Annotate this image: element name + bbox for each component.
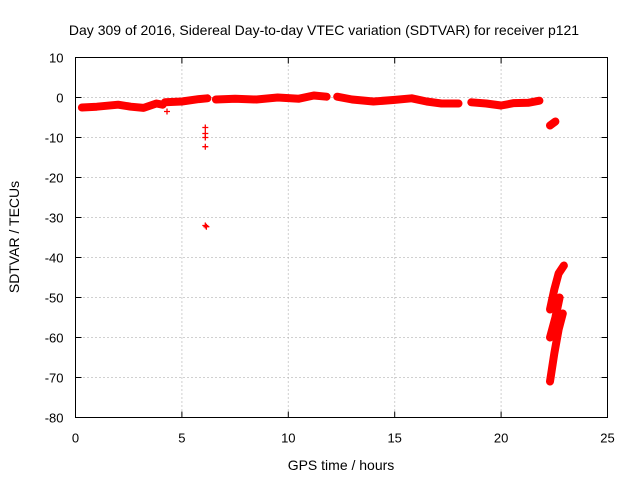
data-point-band [546,261,568,314]
x-tick-label: 20 [494,431,508,446]
data-point-marker [202,143,209,150]
x-tick-label: 15 [387,431,401,446]
data-point-band [546,117,560,130]
data-point-band [333,92,463,108]
data-point-marker [202,124,209,131]
x-tick-label: 0 [72,431,79,446]
data-point-marker [202,134,209,141]
y-tick-label: 0 [56,91,63,106]
data-point-marker [164,108,171,115]
y-tick-label: -50 [45,291,64,306]
y-tick-label: -10 [45,131,64,146]
x-tick-label: 10 [281,431,295,446]
axes: 0 5 10 15 20 25 10 0 -10 -20 -30 -40 -50 -60 -70 -80 [45,51,615,446]
y-axis-label: SDTVAR / TECUs [6,181,22,293]
data-point-marker [203,223,210,230]
x-tick-label: 5 [178,431,185,446]
data-point-band [77,99,167,112]
y-tick-label: 10 [49,51,63,66]
data-point-band [160,94,212,107]
grid-lines [75,57,608,418]
y-tick-label: -40 [45,251,64,266]
y-tick-label: -70 [45,371,64,386]
data-point-band [211,91,331,104]
chart-title: Day 309 of 2016, Sidereal Day-to-day VTE… [69,22,579,38]
data-point-band [467,96,544,110]
y-tick-label: -20 [45,171,64,186]
x-tick-label: 25 [600,431,614,446]
x-axis-label: GPS time / hours [288,457,395,473]
plot-frame [75,57,608,418]
y-tick-label: -60 [45,331,64,346]
data-point-band [546,293,564,342]
data-point-band [546,309,567,386]
y-tick-label: -30 [45,211,64,226]
data-point-marker [202,222,209,229]
data-series-sdtvar [77,91,568,386]
y-tick-label: -80 [45,411,64,426]
